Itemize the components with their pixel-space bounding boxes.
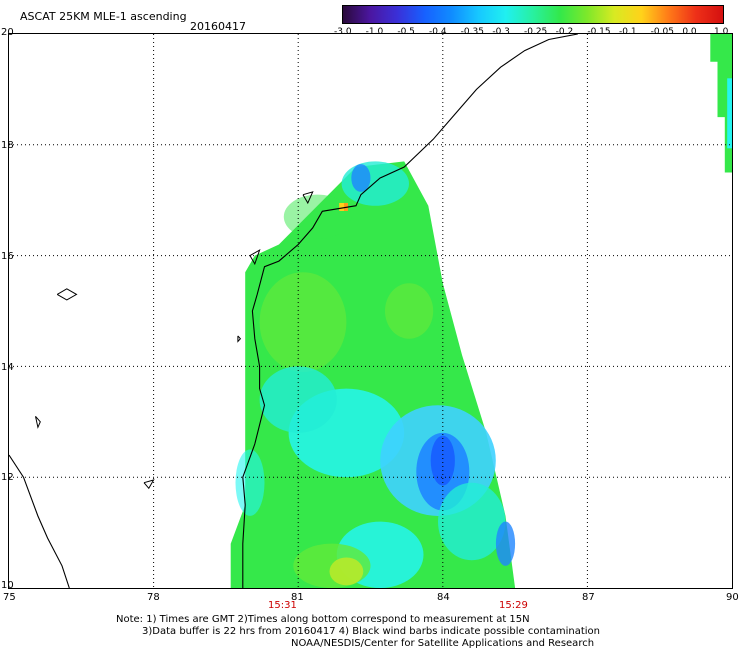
swath-patch bbox=[341, 161, 409, 206]
wind-swath-layer bbox=[230, 34, 732, 588]
coastal-island bbox=[56, 288, 78, 301]
colorbar-tick-label: -0.25 bbox=[524, 27, 548, 37]
map-canvas bbox=[9, 34, 732, 588]
pass-time-left: 15:31 bbox=[268, 600, 297, 611]
coastal-island bbox=[237, 335, 242, 343]
lat-label-10: 10 bbox=[1, 580, 14, 591]
note-line-2: 3)Data buffer is 22 hrs from 20160417 4)… bbox=[142, 626, 600, 637]
swath-strip-northeast bbox=[710, 34, 732, 173]
coastal-island bbox=[143, 479, 155, 490]
colorbar-tick-label: -0.35 bbox=[460, 27, 484, 37]
colorbar-tick-label: -0.3 bbox=[492, 27, 510, 37]
colorbar-tick-label: -0.2 bbox=[555, 27, 574, 37]
map-date: 20160417 bbox=[190, 20, 246, 33]
colorbar-tick-label: 0.0 bbox=[682, 27, 697, 37]
lat-label-16: 16 bbox=[1, 251, 14, 262]
swath-patch bbox=[727, 78, 732, 149]
colorbar bbox=[342, 5, 724, 24]
colorbar-tick-label: -0.4 bbox=[429, 27, 447, 37]
pass-time-right: 15:29 bbox=[499, 600, 528, 611]
swath-patch bbox=[495, 521, 516, 566]
swath-patch bbox=[259, 366, 337, 433]
colorbar-tick-label: 1.0 bbox=[714, 27, 729, 37]
coastal-island bbox=[302, 191, 314, 205]
swath-highlight-pixel bbox=[339, 202, 348, 211]
swath-patch bbox=[329, 557, 364, 586]
swath-patch bbox=[259, 272, 347, 372]
colorbar-tick-label: -0.05 bbox=[650, 27, 674, 37]
swath-patch bbox=[283, 194, 352, 239]
lon-label-81: 81 bbox=[291, 592, 304, 603]
swath-patch bbox=[351, 164, 371, 192]
map-frame bbox=[8, 33, 733, 589]
swath-patch bbox=[430, 435, 455, 486]
swath-patch bbox=[438, 482, 506, 561]
colorbar-tick-label: -0.5 bbox=[397, 27, 415, 37]
note-line-3: NOAA/NESDIS/Center for Satellite Applica… bbox=[291, 638, 595, 649]
lon-label-87: 87 bbox=[582, 592, 595, 603]
lat-label-18: 18 bbox=[1, 140, 14, 151]
lon-label-90: 90 bbox=[726, 592, 739, 603]
map-title: ASCAT 25KM MLE-1 ascending bbox=[20, 10, 187, 23]
east-coastline bbox=[242, 34, 578, 588]
lat-label-20: 20 bbox=[1, 27, 14, 38]
swath-patch bbox=[235, 449, 265, 516]
lat-label-12: 12 bbox=[1, 472, 14, 483]
swath-patch bbox=[385, 283, 434, 339]
colorbar-tick-label: -1.0 bbox=[365, 27, 384, 37]
graticule-grid bbox=[9, 34, 732, 588]
lon-label-84: 84 bbox=[437, 592, 450, 603]
lon-label-75: 75 bbox=[3, 592, 16, 603]
colorbar-tick-label: -0.15 bbox=[587, 27, 611, 37]
coastal-island bbox=[249, 249, 261, 266]
lat-label-14: 14 bbox=[1, 362, 14, 373]
west-coastline bbox=[9, 454, 70, 588]
note-line-1: Note: 1) Times are GMT 2)Times along bot… bbox=[116, 614, 530, 625]
lon-label-78: 78 bbox=[147, 592, 160, 603]
coastal-island bbox=[35, 415, 41, 429]
colorbar-tick-label: -0.1 bbox=[619, 27, 637, 37]
colorbar-tick-label: -3.0 bbox=[334, 27, 352, 37]
coastline-layer bbox=[9, 34, 578, 588]
